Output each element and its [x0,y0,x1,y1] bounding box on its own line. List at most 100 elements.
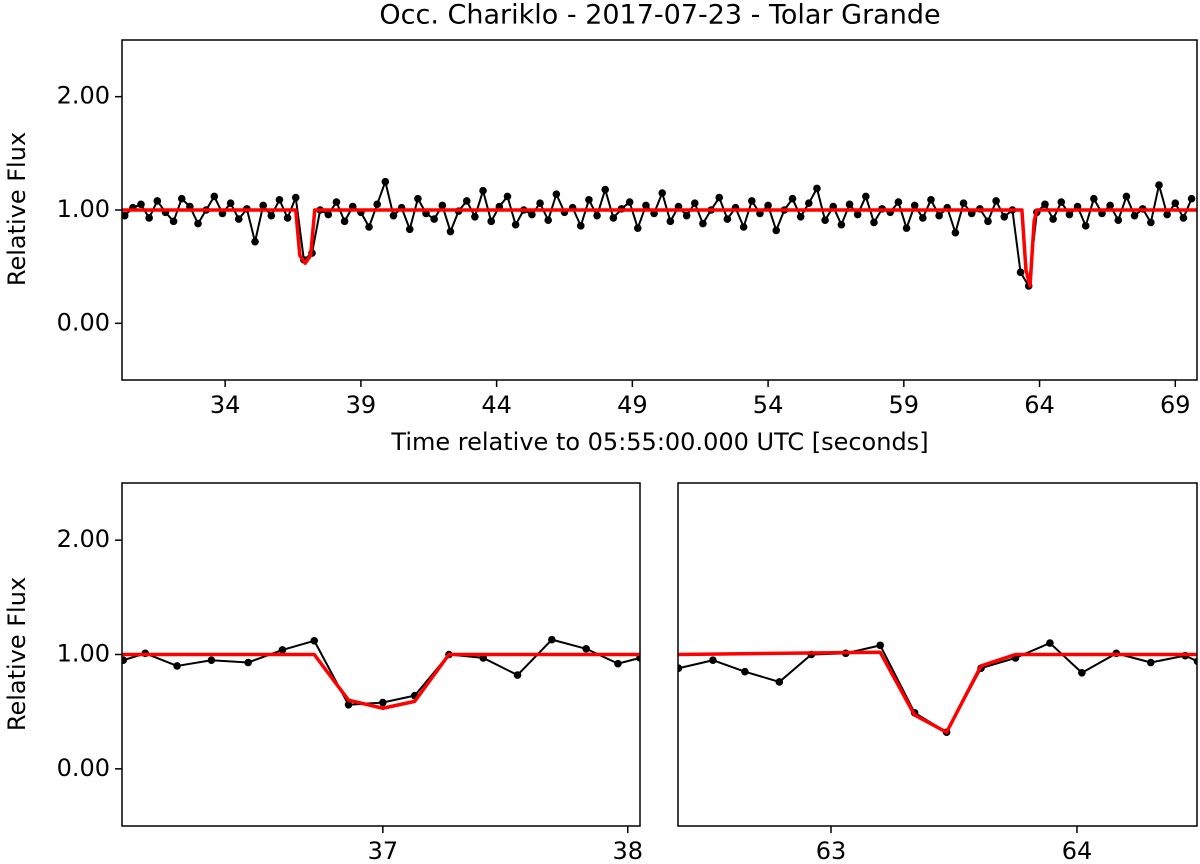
data-point [813,184,821,193]
data-point [259,201,267,210]
data-point [536,199,544,207]
data-point [951,228,960,237]
data-point [471,213,479,221]
data-point [1179,214,1188,222]
data-point [1041,200,1049,209]
data-point [992,197,1000,205]
y-tick-label: 0.00 [57,308,110,336]
data-point [173,662,181,670]
data-point [169,217,178,226]
data-point [438,201,447,210]
y-axis-label: Relative Flux [3,132,31,286]
data-point [122,656,128,665]
x-tick-label: 37 [368,837,399,864]
data-point [379,698,387,707]
x-tick-label: 38 [612,837,643,864]
data-point [137,200,145,209]
data-point [984,217,992,226]
data-point [902,224,911,232]
data-point [1163,210,1171,219]
data-point [462,197,471,205]
data-point [291,193,300,202]
data-point [194,219,202,228]
data-point [876,641,884,650]
data-point [548,635,556,644]
data-line [678,642,1197,734]
data-point [658,189,667,197]
data-point [373,200,381,209]
chart-title: Occ. Chariklo - 2017-07-23 - Tolar Grand… [379,0,940,31]
data-point [601,185,610,194]
data-point [1130,211,1139,220]
x-tick-label: 54 [753,391,784,419]
x-tick-label: 44 [481,391,512,419]
y-tick-label: 2.00 [57,82,110,110]
data-point [709,656,717,665]
data-point [1057,198,1066,206]
data-point [625,198,634,206]
data-point [511,220,520,229]
data-point [487,217,495,226]
data-point [1090,194,1098,203]
x-axis-label: Time relative to 05:55:00.000 UTC [secon… [390,428,928,456]
data-point [310,636,319,645]
data-point [1155,181,1163,189]
y-tick-label: 1.00 [57,195,110,223]
data-point [324,210,333,219]
data-point [910,201,919,210]
data-point [1049,215,1057,223]
data-point [919,214,927,222]
data-point [690,199,699,207]
data-point [210,192,219,201]
data-point [845,200,854,209]
data-point [1065,210,1074,219]
data-point [870,218,878,227]
data-point [741,667,749,676]
data-point [283,214,292,222]
data-point [267,211,276,220]
data-point [405,225,414,234]
data-point [585,196,593,204]
x-tick-label: 59 [889,391,920,419]
y-tick-label: 2.00 [57,525,110,553]
data-point [715,193,724,202]
x-tick-label: 63 [816,837,847,864]
data-point [666,217,675,226]
data-point [614,659,622,668]
data-point [1171,199,1180,207]
y-tick-label: 0.00 [57,754,110,782]
data-point [1081,222,1090,230]
data-point [430,215,438,223]
model-line [122,652,640,710]
data-point [805,199,813,207]
data-point [177,194,186,203]
data-line [124,180,1193,287]
data-point [935,211,943,220]
data-point [642,201,650,210]
data-point [381,177,390,186]
data-point [633,224,642,232]
data-point [251,237,259,246]
data-point [479,186,487,195]
data-point [1122,192,1131,201]
data-point [894,198,903,206]
data-point [1000,213,1009,221]
data-point [365,223,373,231]
data-point [332,198,341,206]
data-point [609,214,618,222]
data-point [1106,201,1114,210]
data-point [513,671,522,679]
data-point [1147,218,1155,227]
data-point [862,192,870,201]
plot-area [678,639,1197,737]
data-point [678,664,683,673]
data-point [764,201,772,210]
model-line [678,650,1197,734]
axes-frame [677,482,1198,827]
x-tick-label: 69 [1160,391,1191,419]
data-point [226,199,235,207]
data-point [788,194,797,203]
data-point [552,190,561,198]
data-point [959,199,968,207]
